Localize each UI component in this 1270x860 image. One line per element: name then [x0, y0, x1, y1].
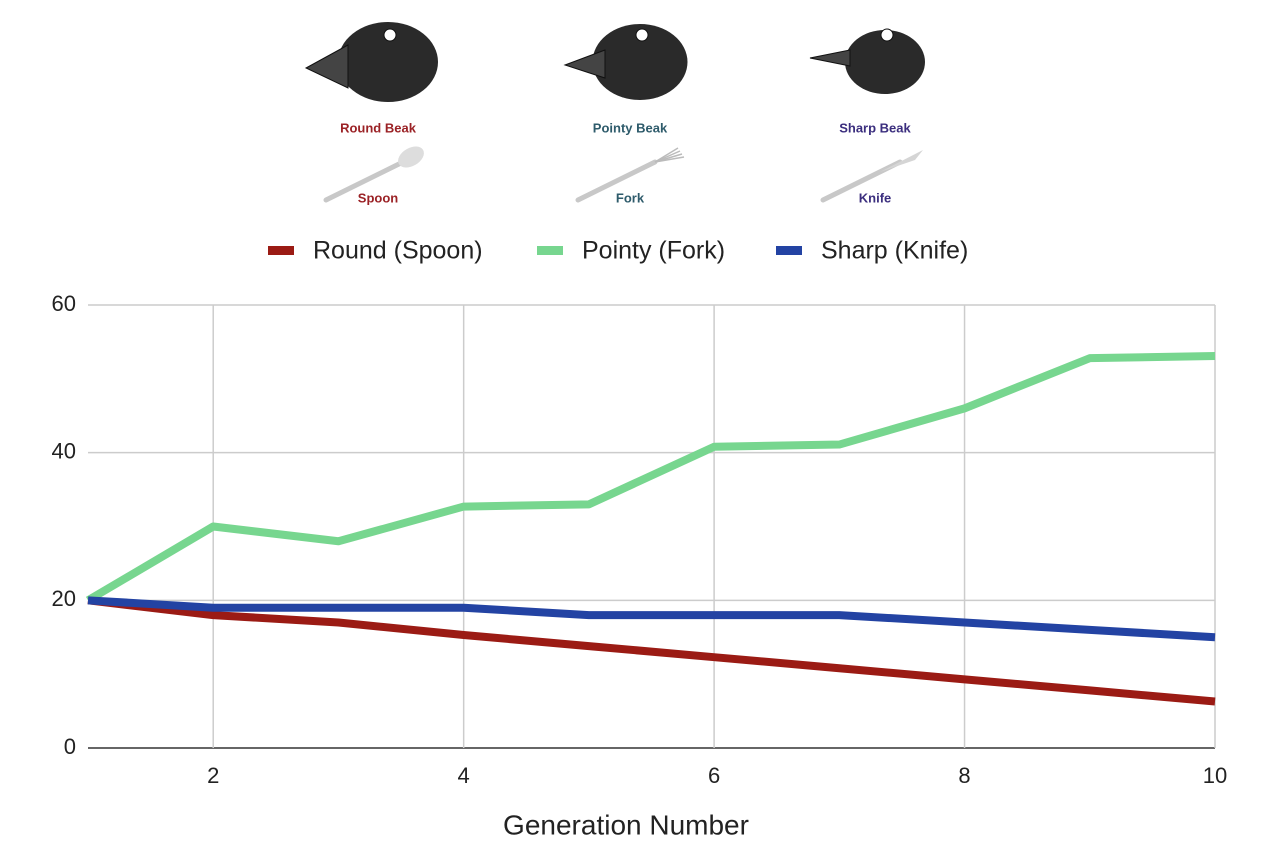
series-line — [87, 596, 1216, 642]
y-tick-label: 20 — [52, 586, 76, 611]
beak — [809, 49, 851, 67]
utensil-handle — [575, 159, 658, 203]
spoon-bowl — [398, 146, 424, 168]
bird-head — [592, 24, 688, 100]
eye — [880, 28, 894, 42]
fork-tine — [654, 156, 685, 163]
x-tick-label: 2 — [207, 763, 219, 788]
y-tick-label: 60 — [52, 291, 76, 316]
legend-label: Pointy (Fork) — [582, 237, 725, 265]
y-tick-label: 40 — [52, 438, 76, 463]
beak-label: Round Beak — [340, 120, 417, 135]
y-tick-label: 0 — [64, 734, 76, 759]
eye — [383, 28, 397, 42]
illustration: Sharp Beak Knife — [809, 28, 925, 205]
utensil-label: Fork — [616, 190, 645, 205]
legend-swatch — [776, 246, 802, 255]
x-axis-label: Generation Number — [503, 809, 749, 840]
illustration: Pointy Beak Fork — [563, 24, 688, 205]
x-tick-label: 4 — [458, 763, 470, 788]
legend-swatch — [537, 246, 563, 255]
legend-swatch — [268, 246, 294, 255]
x-tick-label: 10 — [1203, 763, 1227, 788]
beak-label: Pointy Beak — [593, 120, 668, 135]
bird-head — [845, 30, 925, 94]
beak-label: Sharp Beak — [839, 120, 911, 135]
knife-blade — [880, 150, 923, 172]
utensil-handle — [323, 159, 406, 203]
bird-head — [338, 22, 438, 102]
utensil-label: Knife — [859, 190, 892, 205]
beak — [304, 44, 349, 89]
x-tick-label: 8 — [958, 763, 970, 788]
series-line — [87, 596, 1216, 706]
beak — [563, 49, 606, 79]
series-line — [85, 351, 1216, 604]
utensil-label: Spoon — [358, 190, 398, 205]
x-tick-label: 6 — [708, 763, 720, 788]
legend-label: Round (Spoon) — [313, 237, 483, 265]
illustration: Round Beak Spoon — [304, 22, 438, 205]
legend-label: Sharp (Knife) — [821, 237, 968, 265]
eye — [635, 28, 649, 42]
